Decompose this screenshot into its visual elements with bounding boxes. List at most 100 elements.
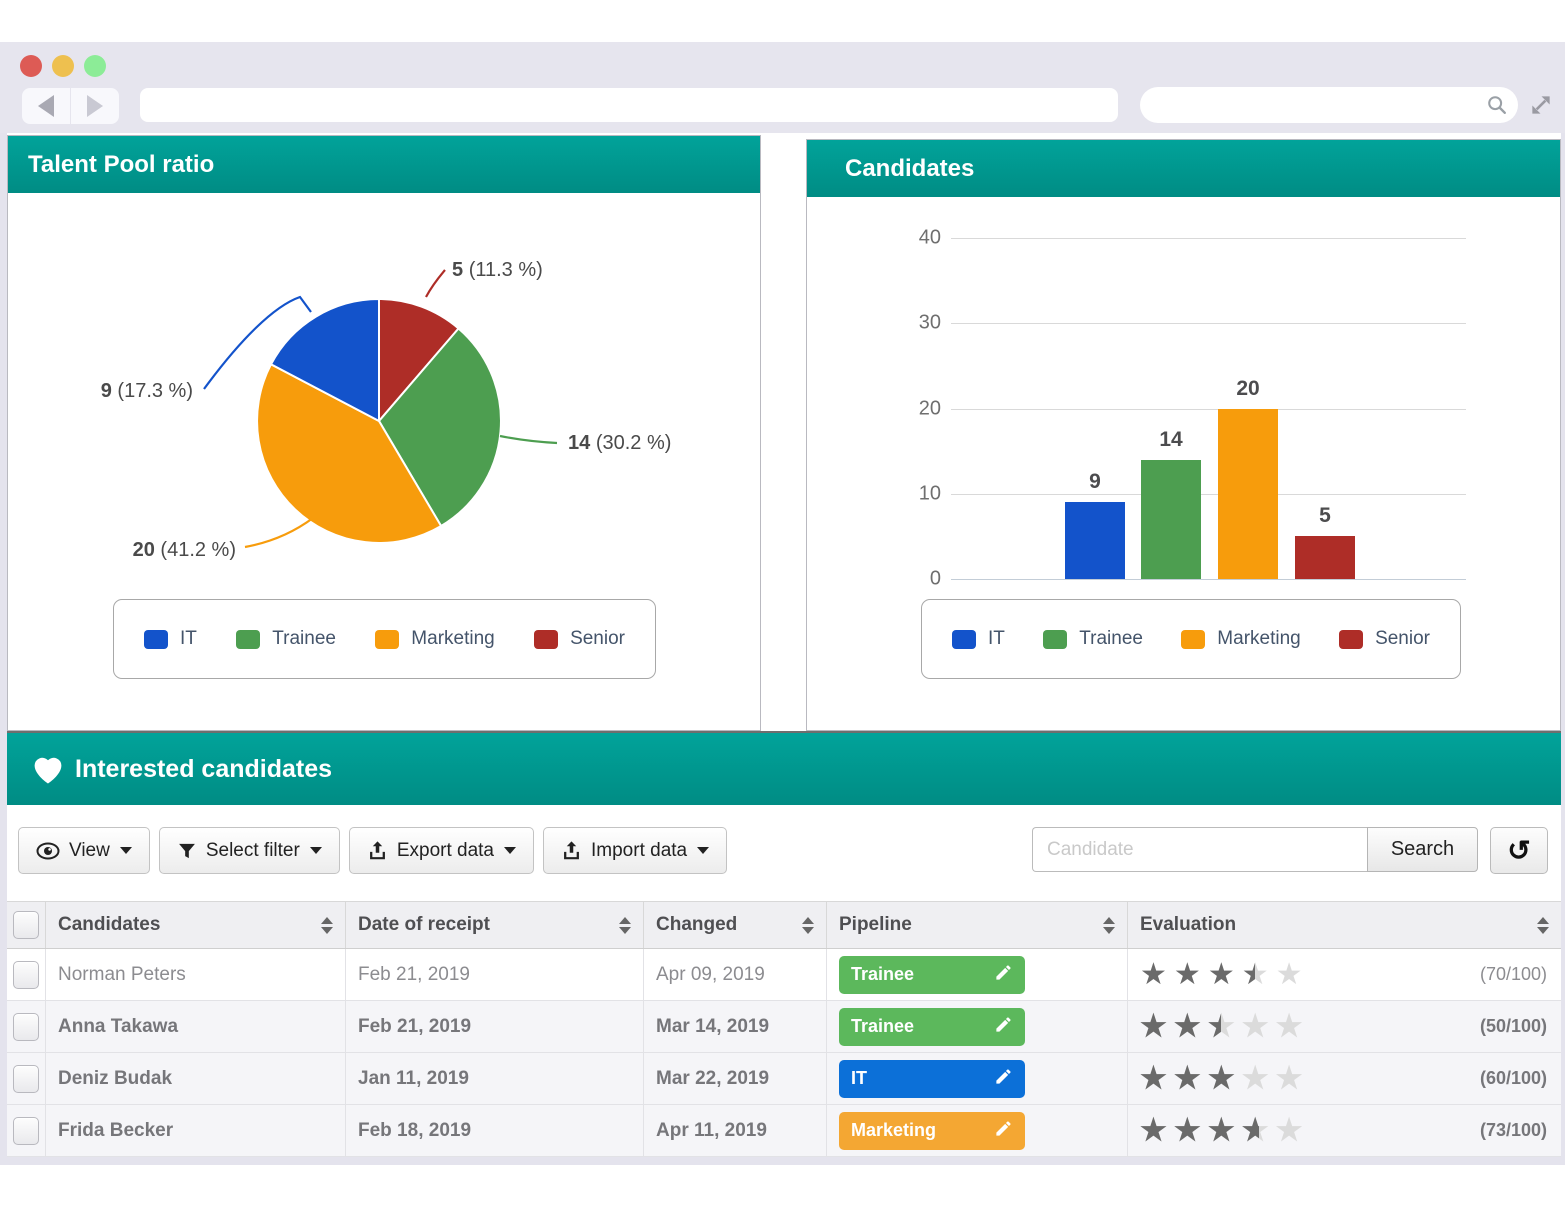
resize-icon[interactable] bbox=[1528, 92, 1554, 123]
chevron-down-icon bbox=[504, 847, 516, 854]
star-icon: ★★ bbox=[1140, 1113, 1167, 1147]
back-button[interactable] bbox=[22, 88, 70, 124]
select-all-checkbox[interactable] bbox=[13, 911, 39, 939]
pencil-icon[interactable] bbox=[994, 963, 1013, 987]
star-icon: ★★ bbox=[1275, 1009, 1303, 1043]
url-input[interactable] bbox=[140, 88, 1118, 122]
pipeline-badge-marketing[interactable]: Marketing bbox=[839, 1111, 1025, 1150]
toolbar-buttons: View Select filter Export data Import data bbox=[18, 827, 728, 874]
forward-button[interactable] bbox=[71, 88, 119, 124]
browser-chrome bbox=[0, 42, 1565, 133]
pipeline-badge-trainee[interactable]: Trainee bbox=[839, 955, 1025, 994]
column-header-pipeline[interactable]: Pipeline bbox=[826, 902, 1127, 948]
pie-slice-trainee[interactable] bbox=[377, 327, 502, 528]
table-row[interactable]: Deniz Budak Jan 11, 2019 Mar 22, 2019 IT ★ ★ ★… bbox=[7, 1053, 1561, 1105]
select-all-cell bbox=[7, 902, 45, 948]
candidate-search-input[interactable] bbox=[1032, 827, 1367, 872]
star-rating: ★★★★★★★★★★ bbox=[1140, 957, 1310, 991]
sort-icon[interactable] bbox=[1103, 916, 1115, 934]
pipeline-cell: Trainee bbox=[826, 1001, 1127, 1052]
chevron-down-icon bbox=[119, 847, 132, 854]
interested-candidates-banner: Interested candidates bbox=[7, 731, 1561, 805]
pencil-icon[interactable] bbox=[994, 1067, 1013, 1091]
pipeline-badge-it[interactable]: IT bbox=[839, 1059, 1025, 1098]
sort-icon[interactable] bbox=[321, 916, 333, 934]
sort-icon[interactable] bbox=[1537, 916, 1549, 934]
pie-slice-senior[interactable] bbox=[378, 297, 460, 424]
evaluation-score: (70/100) bbox=[1479, 964, 1547, 984]
candidates-table: Candidates Date of receipt Changed Pipeline… bbox=[7, 901, 1561, 1157]
import-data-button[interactable]: Import data bbox=[543, 827, 728, 874]
row-checkbox[interactable] bbox=[13, 960, 39, 989]
star-icon: ★★ bbox=[1140, 957, 1167, 991]
close-window-icon[interactable] bbox=[20, 55, 42, 77]
bar-marketing[interactable] bbox=[1218, 408, 1278, 579]
column-header-changed[interactable]: Changed bbox=[643, 902, 826, 948]
changed-cell: Apr 09, 2019 bbox=[643, 949, 826, 1000]
pipeline-badge-trainee[interactable]: Trainee bbox=[839, 1007, 1025, 1046]
pie-slice-marketing[interactable] bbox=[256, 362, 443, 544]
legend-item-trainee[interactable]: Trainee bbox=[1043, 628, 1143, 650]
select-filter-button[interactable]: Select filter bbox=[158, 827, 340, 874]
row-checkbox[interactable] bbox=[13, 1012, 39, 1041]
column-header-date-of-receipt[interactable]: Date of receipt bbox=[345, 902, 643, 948]
legend-item-marketing[interactable]: Marketing bbox=[1181, 628, 1301, 650]
legend-swatch bbox=[144, 629, 168, 649]
legend-item-trainee[interactable]: Trainee bbox=[236, 628, 336, 650]
legend-label: Trainee bbox=[272, 628, 336, 649]
bar-it[interactable] bbox=[1065, 502, 1125, 579]
browser-search bbox=[1140, 87, 1518, 125]
panel-title: Talent Pool ratio bbox=[28, 150, 215, 178]
badge-label: Trainee bbox=[851, 964, 915, 984]
legend-item-marketing[interactable]: Marketing bbox=[375, 628, 495, 650]
button-label: Import data bbox=[591, 839, 688, 861]
bar-trainee[interactable] bbox=[1141, 459, 1201, 579]
row-checkbox[interactable] bbox=[13, 1064, 39, 1093]
legend-swatch bbox=[1339, 629, 1364, 649]
star-icon: ★★ bbox=[1173, 957, 1201, 991]
star-rating: ★★★★★★★★★★ bbox=[1140, 1061, 1310, 1095]
evaluation-cell: ★★★★★★★★★★(50/100) bbox=[1127, 1001, 1561, 1052]
minimize-window-icon[interactable] bbox=[52, 55, 74, 77]
star-icon: ★★ bbox=[1275, 1113, 1303, 1147]
search-button[interactable]: Search bbox=[1367, 827, 1478, 872]
banner-title: Interested candidates bbox=[75, 754, 333, 783]
table-row[interactable]: Norman Peters Feb 21, 2019 Apr 09, 2019 Tra… bbox=[7, 949, 1561, 1001]
bar-value-label: 5 bbox=[1319, 504, 1331, 528]
changed-cell: Apr 11, 2019 bbox=[643, 1105, 826, 1156]
sort-icon[interactable] bbox=[619, 916, 631, 934]
pie-leader-line bbox=[244, 517, 314, 549]
gridline-40 bbox=[951, 238, 1466, 239]
legend-item-it[interactable]: IT bbox=[952, 628, 1005, 650]
column-header-evaluation[interactable]: Evaluation bbox=[1127, 902, 1561, 948]
legend-item-senior[interactable]: Senior bbox=[1339, 628, 1430, 650]
legend-item-it[interactable]: IT bbox=[144, 628, 197, 650]
table-row[interactable]: Anna Takawa Feb 21, 2019 Mar 14, 2019 Train… bbox=[7, 1001, 1561, 1053]
sort-icon[interactable] bbox=[802, 916, 814, 934]
row-checkbox-cell bbox=[7, 1053, 45, 1104]
legend-label: IT bbox=[180, 628, 197, 649]
legend-swatch bbox=[534, 629, 559, 649]
refresh-button[interactable]: ↺ bbox=[1490, 827, 1548, 874]
column-header-candidates[interactable]: Candidates bbox=[45, 902, 345, 948]
bar-value-label: 20 bbox=[1236, 376, 1260, 400]
row-checkbox[interactable] bbox=[13, 1116, 39, 1145]
star-icon: ★★ bbox=[1173, 1009, 1201, 1043]
pie-point-label: 20 (41.2 %) bbox=[133, 539, 236, 561]
evaluation-score: (73/100) bbox=[1479, 1120, 1547, 1140]
row-checkbox-cell bbox=[7, 949, 45, 1000]
star-icon: ★★ bbox=[1173, 1061, 1201, 1095]
pencil-icon[interactable] bbox=[994, 1015, 1013, 1039]
pie-slice-it[interactable] bbox=[269, 297, 380, 423]
browser-search-input[interactable] bbox=[1154, 87, 1478, 125]
chevron-down-icon bbox=[309, 847, 322, 854]
export-data-button[interactable]: Export data bbox=[348, 827, 534, 874]
legend-item-senior[interactable]: Senior bbox=[534, 628, 625, 650]
zoom-window-icon[interactable] bbox=[84, 55, 106, 77]
pencil-icon[interactable] bbox=[994, 1119, 1013, 1143]
pipeline-cell: Trainee bbox=[826, 949, 1127, 1000]
view-button[interactable]: View bbox=[18, 827, 150, 874]
bar-senior[interactable] bbox=[1295, 536, 1355, 579]
table-toolbar: View Select filter Export data Import data … bbox=[7, 805, 1561, 901]
table-row[interactable]: Frida Becker Feb 18, 2019 Apr 11, 2019 Mark… bbox=[7, 1105, 1561, 1157]
